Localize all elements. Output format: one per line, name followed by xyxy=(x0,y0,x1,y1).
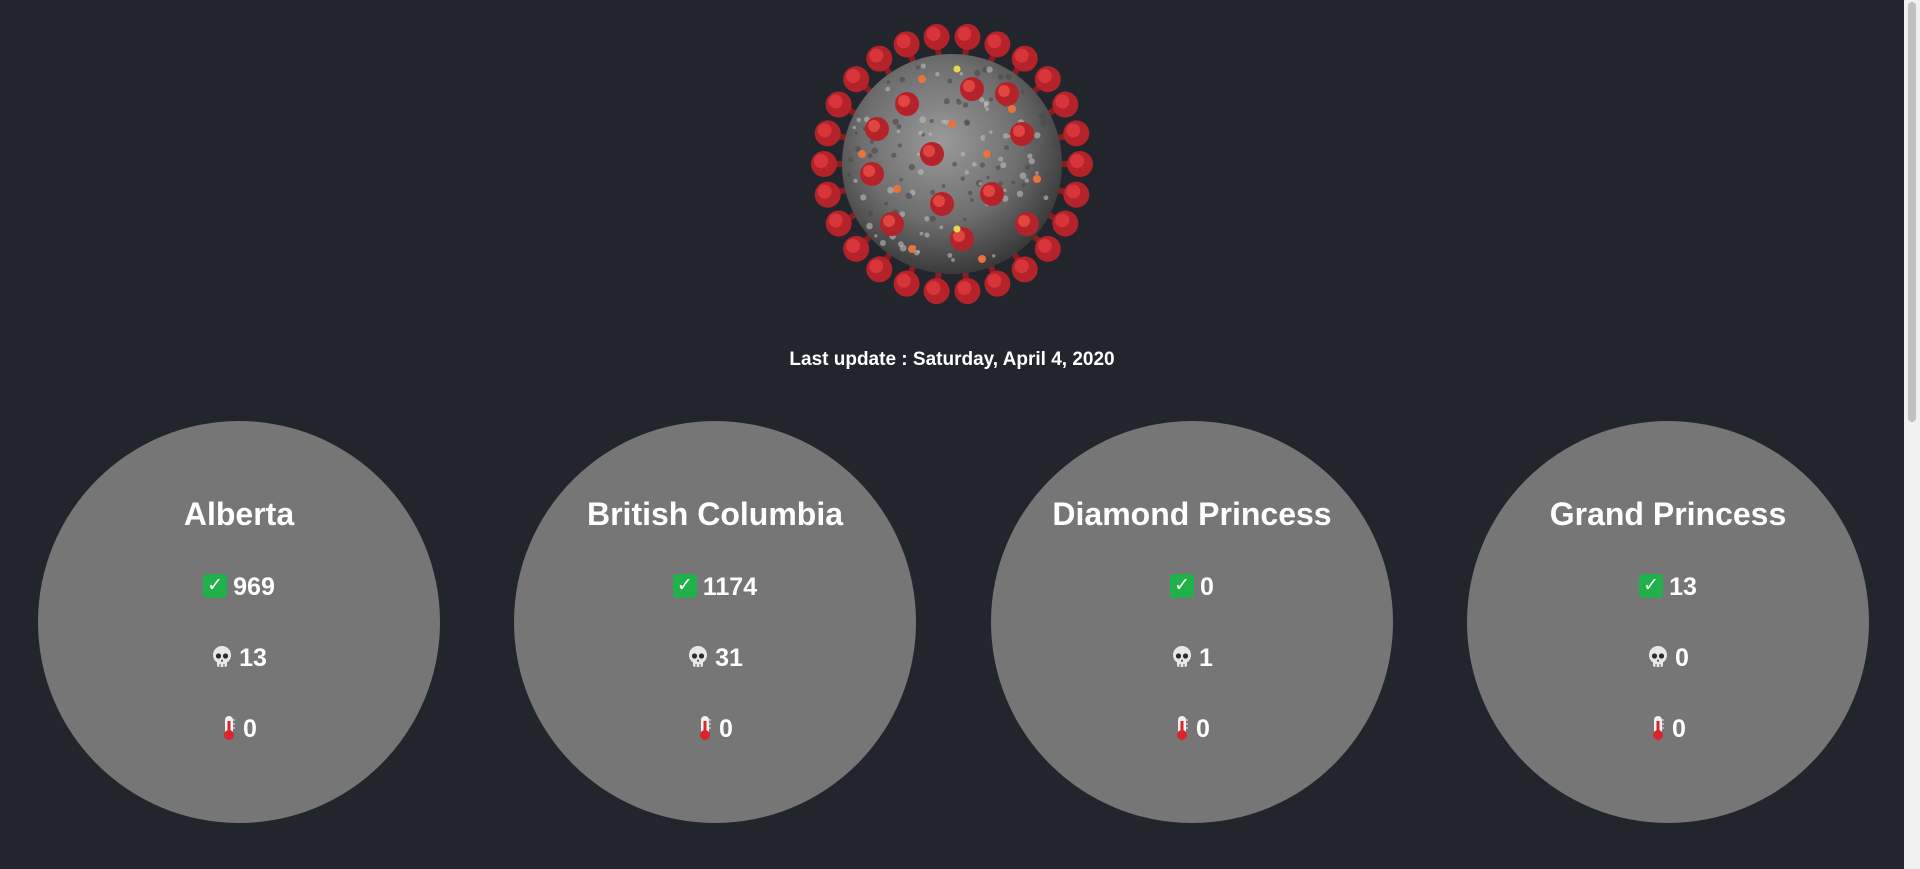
coronavirus-image xyxy=(802,14,1102,314)
region-card: British Columbia ✓ 1174 31 xyxy=(514,421,916,823)
last-update: Last update : Saturday, April 4, 2020 xyxy=(0,349,1904,371)
thermometer-icon xyxy=(697,715,713,741)
deaths-stat: 13 xyxy=(38,644,440,673)
recovered-count: 13 xyxy=(1669,573,1697,601)
deaths-stat: 31 xyxy=(514,644,916,673)
last-update-label: Last update : xyxy=(789,349,907,370)
deaths-stat: 0 xyxy=(1467,644,1869,673)
deaths-count: 31 xyxy=(715,644,743,672)
region-card: Grand Princess ✓ 13 0 xyxy=(1467,421,1869,823)
third-stat: 0 xyxy=(991,715,1393,744)
third-count: 0 xyxy=(1672,715,1686,743)
third-stat: 0 xyxy=(1467,715,1869,744)
region-name: Diamond Princess xyxy=(991,496,1393,533)
region-card: Diamond Princess ✓ 0 1 xyxy=(991,421,1393,823)
skull-icon xyxy=(1647,645,1669,669)
recovered-stat: ✓ 1174 xyxy=(514,573,916,602)
recovered-count: 1174 xyxy=(703,573,757,601)
thermometer-icon xyxy=(221,715,237,741)
recovered-stat: ✓ 969 xyxy=(38,573,440,602)
skull-icon xyxy=(687,645,709,669)
check-mark-icon: ✓ xyxy=(1639,574,1663,598)
check-mark-icon: ✓ xyxy=(1170,574,1194,598)
deaths-stat: 1 xyxy=(991,644,1393,673)
third-stat: 0 xyxy=(38,715,440,744)
recovered-stat: ✓ 13 xyxy=(1467,573,1869,602)
region-name: British Columbia xyxy=(514,496,916,533)
vertical-scrollbar[interactable] xyxy=(1904,0,1920,869)
third-stat: 0 xyxy=(514,715,916,744)
scrollbar-thumb[interactable] xyxy=(1908,2,1916,422)
deaths-count: 13 xyxy=(239,644,267,672)
check-mark-icon: ✓ xyxy=(673,574,697,598)
skull-icon xyxy=(211,645,233,669)
region-card: Alberta ✓ 969 13 xyxy=(38,421,440,823)
thermometer-icon xyxy=(1650,715,1666,741)
deaths-count: 1 xyxy=(1199,644,1213,672)
thermometer-icon xyxy=(1174,715,1190,741)
recovered-count: 969 xyxy=(233,573,275,601)
last-update-date: Saturday, April 4, 2020 xyxy=(913,349,1115,370)
third-count: 0 xyxy=(719,715,733,743)
third-count: 0 xyxy=(1196,715,1210,743)
recovered-count: 0 xyxy=(1200,573,1214,601)
region-cards: Alberta ✓ 969 13 xyxy=(0,421,1904,823)
third-count: 0 xyxy=(243,715,257,743)
virus-illustration xyxy=(802,14,1102,314)
skull-icon xyxy=(1171,645,1193,669)
check-mark-icon: ✓ xyxy=(203,574,227,598)
region-name: Grand Princess xyxy=(1467,496,1869,533)
region-name: Alberta xyxy=(38,496,440,533)
recovered-stat: ✓ 0 xyxy=(991,573,1393,602)
deaths-count: 0 xyxy=(1675,644,1689,672)
